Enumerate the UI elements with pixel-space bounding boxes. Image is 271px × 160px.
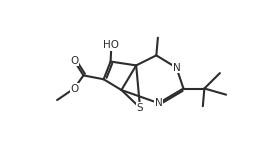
Text: O: O: [70, 84, 78, 93]
Text: HO: HO: [103, 40, 119, 50]
Text: N: N: [155, 98, 163, 108]
Text: N: N: [173, 63, 180, 73]
Text: O: O: [70, 56, 78, 66]
Text: S: S: [137, 103, 143, 113]
